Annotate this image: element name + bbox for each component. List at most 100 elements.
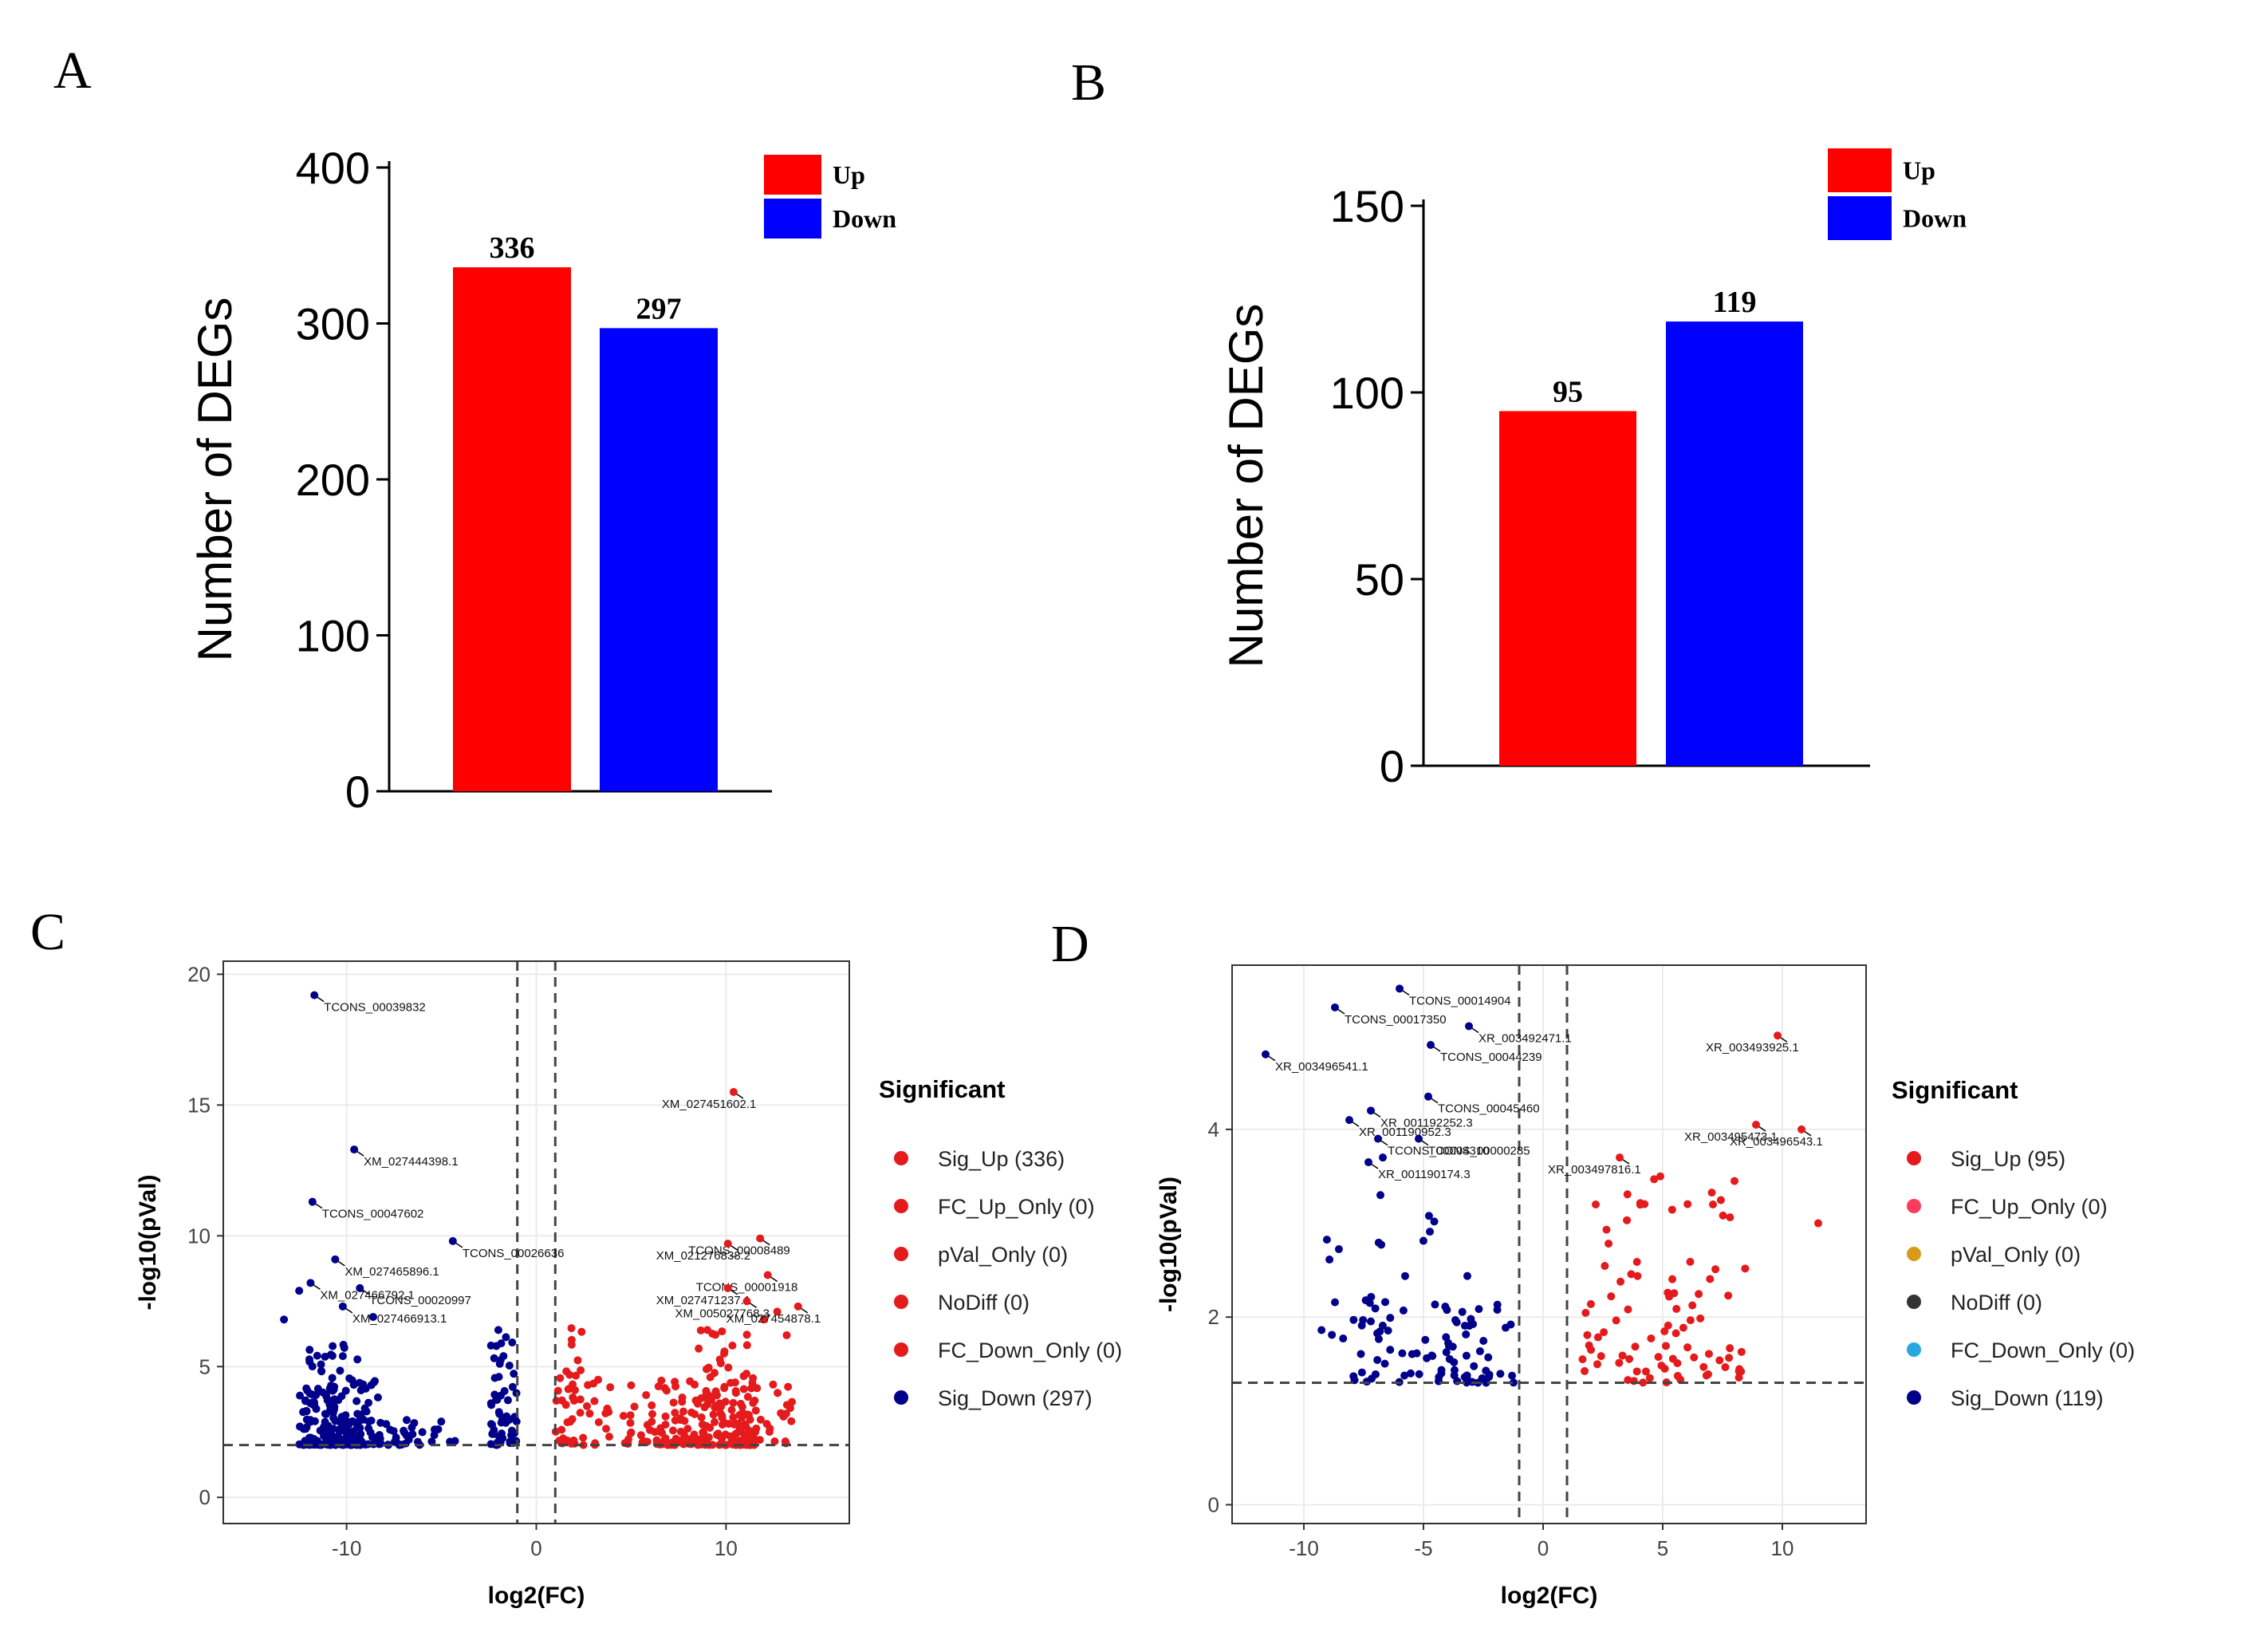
point-sig-up bbox=[769, 1380, 778, 1389]
labeled-point bbox=[356, 1283, 364, 1292]
point-sig-down bbox=[370, 1377, 379, 1386]
point-label: XM_021276838.2 bbox=[656, 1249, 750, 1263]
point-sig-up bbox=[1650, 1175, 1659, 1184]
legend-item-label: NoDiff (0) bbox=[938, 1291, 1030, 1315]
point-label: XM_027454878.1 bbox=[726, 1312, 821, 1326]
legend-item-label: Sig_Up (95) bbox=[1951, 1147, 2065, 1171]
point-sig-down bbox=[512, 1417, 521, 1426]
point-sig-down bbox=[338, 1352, 347, 1361]
point-sig-up bbox=[569, 1396, 578, 1405]
point-sig-down bbox=[1464, 1377, 1473, 1386]
point-label: XM_027451602.1 bbox=[662, 1098, 756, 1111]
point-sig-down bbox=[503, 1396, 512, 1405]
labeled-point bbox=[448, 1236, 457, 1245]
legend-marker bbox=[894, 1199, 908, 1213]
legend-item-label: Sig_Down (119) bbox=[1951, 1386, 2104, 1410]
point-label: TCONS_00017350 bbox=[1345, 1013, 1447, 1027]
point-sig-down bbox=[505, 1415, 514, 1424]
legend-swatch-up bbox=[764, 155, 821, 195]
point-sig-up bbox=[1632, 1367, 1641, 1376]
point-sig-up bbox=[668, 1426, 677, 1435]
point-label: TCONS_00044239 bbox=[1440, 1051, 1542, 1064]
point-sig-down bbox=[1469, 1320, 1478, 1329]
point-sig-down bbox=[1386, 1314, 1395, 1323]
point-sig-up bbox=[585, 1409, 594, 1418]
point-sig-up bbox=[784, 1382, 793, 1391]
point-sig-up bbox=[648, 1417, 656, 1426]
point-sig-up bbox=[576, 1395, 585, 1404]
point-label: TCONS_00000285 bbox=[1428, 1145, 1530, 1158]
point-sig-down bbox=[1415, 1370, 1423, 1378]
legend-item-label: NoDiff (0) bbox=[1951, 1291, 2042, 1315]
point-sig-up bbox=[1657, 1361, 1666, 1370]
point-sig-up bbox=[731, 1389, 740, 1397]
point-sig-up bbox=[657, 1376, 666, 1385]
x-tick-label: 10 bbox=[1771, 1536, 1794, 1560]
y-axis-title: Number of DEGs bbox=[1219, 304, 1273, 668]
y-tick-label: 0 bbox=[1380, 741, 1404, 791]
point-sig-up bbox=[748, 1429, 757, 1437]
point-sig-down bbox=[1444, 1338, 1453, 1347]
y-tick-label: 300 bbox=[296, 299, 370, 349]
point-sig-down bbox=[1399, 1306, 1408, 1315]
point-sig-down bbox=[1412, 1349, 1421, 1358]
bar-up bbox=[1499, 411, 1636, 766]
point-sig-up bbox=[1683, 1343, 1692, 1352]
point-label: TCONS_00001918 bbox=[696, 1280, 798, 1294]
point-sig-down bbox=[313, 1441, 322, 1449]
legend-marker bbox=[1907, 1390, 1921, 1405]
point-label: TCONS_00039832 bbox=[324, 1001, 426, 1015]
point-sig-up bbox=[648, 1401, 656, 1409]
point-sig-up bbox=[1716, 1196, 1725, 1204]
y-tick-label: 20 bbox=[187, 962, 211, 986]
point-sig-up bbox=[749, 1374, 758, 1382]
point-sig-up bbox=[1695, 1290, 1703, 1299]
point-sig-up bbox=[643, 1437, 652, 1446]
point-sig-up bbox=[708, 1441, 717, 1449]
point-sig-down bbox=[390, 1437, 399, 1446]
point-sig-down bbox=[353, 1409, 362, 1418]
point-sig-down bbox=[305, 1346, 314, 1354]
point-sig-up bbox=[557, 1396, 566, 1405]
x-tick-label: -10 bbox=[332, 1536, 362, 1560]
point-sig-up bbox=[1699, 1362, 1708, 1371]
point-label: TCONS_00026636 bbox=[463, 1247, 565, 1260]
legend-item-label: FC_Up_Only (0) bbox=[1951, 1195, 2108, 1219]
point-sig-down bbox=[326, 1406, 335, 1415]
point-sig-down bbox=[359, 1415, 368, 1424]
point-sig-up bbox=[715, 1399, 724, 1408]
point-sig-down bbox=[497, 1339, 506, 1348]
point-sig-up bbox=[1741, 1264, 1750, 1273]
point-sig-up bbox=[602, 1425, 611, 1433]
point-label: XR_003497816.1 bbox=[1548, 1163, 1641, 1177]
legend-marker bbox=[1907, 1151, 1921, 1165]
point-label: XM_027444398.1 bbox=[364, 1155, 458, 1169]
y-tick-label: 0 bbox=[345, 767, 370, 817]
point-sig-down bbox=[427, 1437, 436, 1446]
legend-item-label: FC_Down_Only (0) bbox=[1951, 1338, 2135, 1362]
point-sig-down bbox=[1443, 1306, 1451, 1315]
legend-label: Up bbox=[1903, 156, 1935, 185]
point-sig-up bbox=[1632, 1257, 1641, 1266]
point-sig-down bbox=[1339, 1334, 1348, 1343]
point-sig-up bbox=[720, 1349, 728, 1358]
point-label: XM_027466913.1 bbox=[352, 1312, 447, 1326]
point-sig-down bbox=[1463, 1271, 1472, 1280]
point-sig-up bbox=[1581, 1366, 1589, 1375]
legend-marker bbox=[1907, 1295, 1921, 1309]
point-sig-down bbox=[1367, 1374, 1376, 1383]
point-sig-down bbox=[348, 1417, 357, 1425]
point-label: XR_001190952.3 bbox=[1359, 1125, 1451, 1139]
point-sig-up bbox=[1592, 1200, 1600, 1208]
point-sig-up bbox=[564, 1385, 573, 1394]
point-sig-down bbox=[400, 1426, 408, 1435]
labeled-point bbox=[1374, 1134, 1382, 1143]
point-sig-down bbox=[325, 1432, 333, 1441]
labeled-point bbox=[1396, 984, 1404, 993]
point-sig-down bbox=[446, 1437, 455, 1446]
bar-value-label: 119 bbox=[1713, 286, 1757, 319]
point-sig-up bbox=[1602, 1225, 1611, 1234]
point-sig-up bbox=[724, 1363, 733, 1372]
point-sig-up bbox=[1623, 1190, 1632, 1199]
point-sig-up bbox=[1690, 1353, 1699, 1362]
